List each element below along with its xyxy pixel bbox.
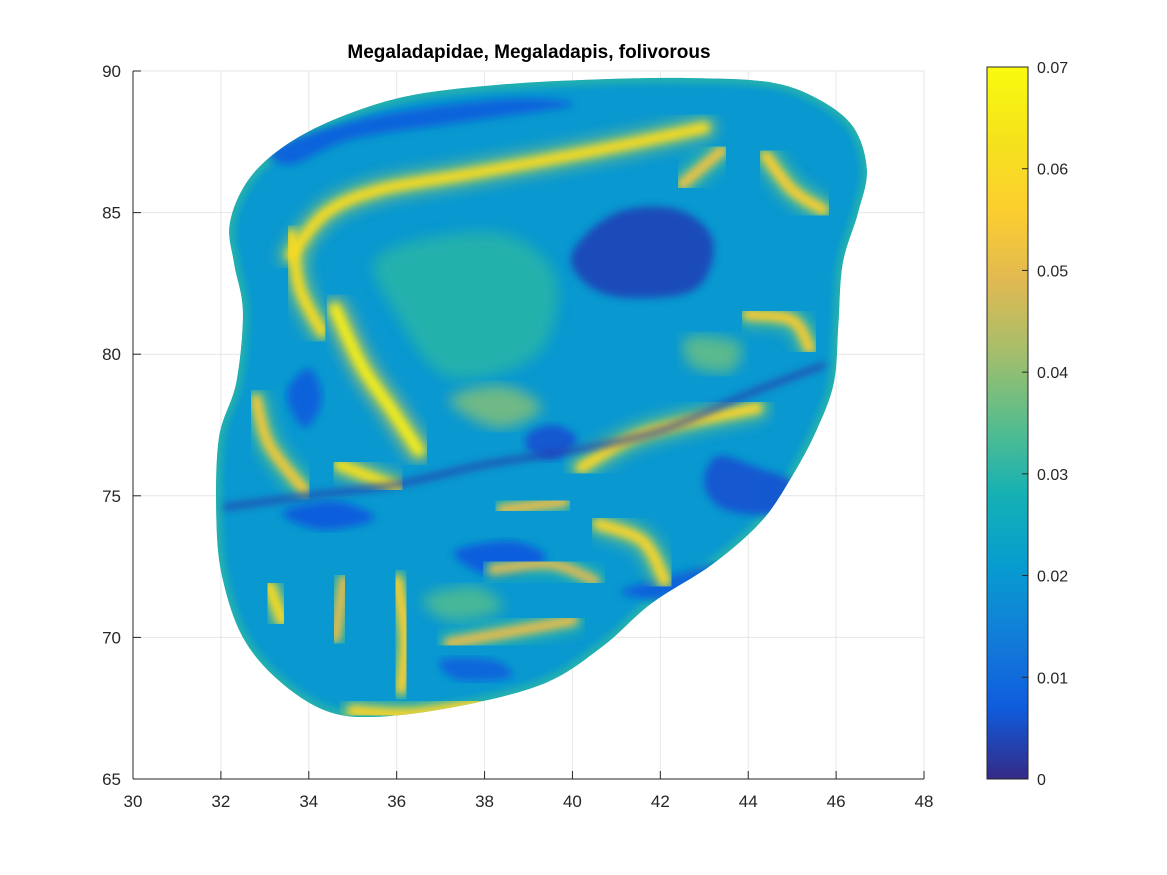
y-tick-label: 80 — [102, 345, 121, 364]
surface-ridge-core — [250, 394, 310, 496]
y-axis-ticks: 65 70 75 80 85 90 — [102, 62, 141, 789]
surface-cold-region — [439, 657, 513, 682]
colorbar-tick-label: 0 — [1037, 772, 1046, 789]
x-tick-label: 44 — [739, 792, 758, 811]
surface-cold-region — [268, 98, 574, 165]
surface-mid-region — [373, 231, 558, 379]
surface-ridge-core — [487, 557, 600, 587]
colorbar-tick-label: 0.01 — [1037, 670, 1068, 687]
surface-ridge-core — [496, 496, 570, 516]
surface-ridge-core — [676, 144, 728, 190]
x-tick-label: 32 — [211, 792, 230, 811]
x-tick-label: 36 — [387, 792, 406, 811]
colorbar-tick-label: 0.02 — [1037, 569, 1068, 586]
surface-ridge-core — [285, 229, 328, 337]
surface-rim — [216, 77, 867, 718]
y-tick-label: 70 — [102, 628, 121, 647]
surface-ridge-core — [443, 614, 578, 649]
surface-ridge-core — [329, 303, 425, 456]
x-axis-ticks: 30 32 34 36 38 40 42 44 46 48 — [124, 771, 934, 811]
surface-cold-region — [286, 368, 323, 428]
x-tick-label: 30 — [124, 792, 143, 811]
surface-ridge-core — [329, 575, 350, 643]
chart-title: Megaladapidae, Megaladapis, folivorous — [347, 42, 710, 63]
colorbar-tick-label: 0.06 — [1037, 162, 1068, 179]
colorbar-tick-label: 0.03 — [1037, 467, 1068, 484]
surface-ridge-core — [593, 518, 671, 587]
y-tick-label: 65 — [102, 770, 121, 789]
surface-ridge-core — [391, 575, 412, 694]
colorbar-ticks: 0 0.01 0.02 0.03 0.04 0.05 0.06 0.07 — [1022, 60, 1068, 789]
surface-cold-region — [704, 455, 799, 516]
axes-frame — [132, 71, 924, 780]
x-tick-label: 46 — [827, 792, 846, 811]
plot-axes: 30 32 34 36 38 40 42 44 46 48 65 70 75 80 85 90 — [102, 62, 933, 811]
colorbar-tick-label: 0.05 — [1037, 263, 1068, 280]
x-tick-label: 40 — [563, 792, 582, 811]
y-tick-label: 90 — [102, 62, 121, 81]
surface-mid-region — [422, 586, 503, 621]
surface-ridge-core — [742, 309, 816, 354]
x-tick-label: 34 — [299, 792, 318, 811]
x-tick-label: 42 — [651, 792, 670, 811]
surface-cold-region — [570, 206, 714, 298]
surface-ridge-core — [263, 580, 288, 626]
colorbar-tick-label: 0.07 — [1037, 60, 1068, 77]
heatmap-surface — [216, 77, 867, 718]
colorbar: 0 0.01 0.02 0.03 0.04 0.05 0.06 0.07 — [986, 60, 1068, 789]
colorbar-gradient — [986, 66, 1029, 780]
surface-ridge-core — [760, 150, 829, 216]
y-tick-label: 75 — [102, 487, 121, 506]
surface-mid-region — [682, 335, 743, 373]
surface-ridge-core — [285, 122, 710, 261]
x-tick-label: 38 — [475, 792, 494, 811]
surface-clipped-group — [216, 77, 867, 718]
surface-mid-region — [449, 385, 542, 428]
colorbar-tick-label: 0.04 — [1037, 365, 1068, 382]
surface-crease — [222, 363, 826, 510]
surface-cold-region — [282, 501, 375, 530]
y-tick-label: 85 — [102, 204, 121, 223]
x-tick-label: 48 — [915, 792, 934, 811]
